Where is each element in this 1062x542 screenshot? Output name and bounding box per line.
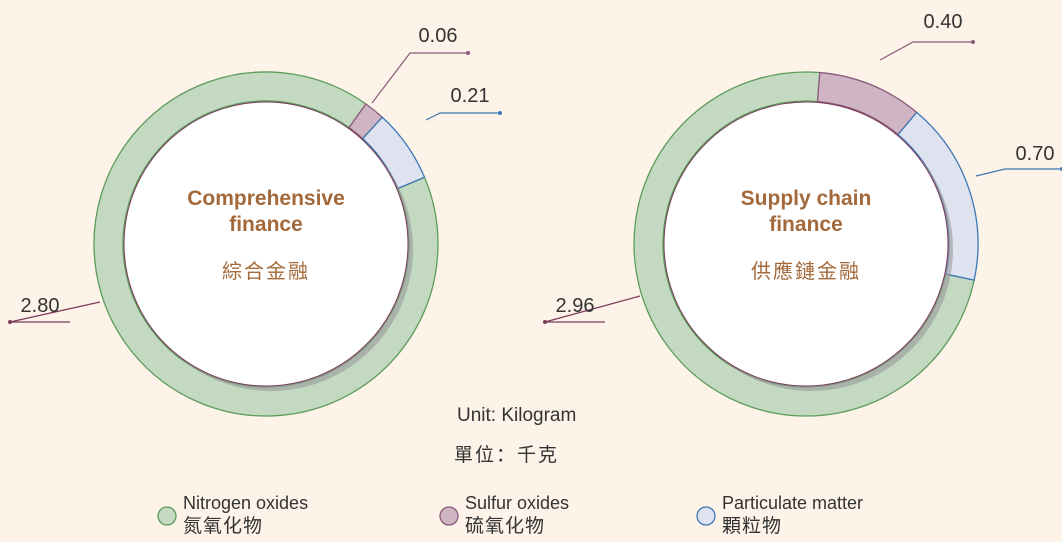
value-label: 0.70 [1016, 143, 1055, 165]
legend-label-zh: 氮氧化物 [183, 516, 264, 537]
unit-zh: 單位：千克 [454, 445, 560, 466]
leader-line [975, 168, 1062, 177]
value-label: 2.80 [21, 295, 60, 317]
value-label: 0.06 [419, 25, 458, 47]
legend-swatch [157, 506, 177, 526]
leader-line [425, 112, 500, 121]
center-disc [123, 101, 409, 387]
legend-swatch [439, 506, 459, 526]
legend-label-zh: 顆粒物 [722, 516, 783, 537]
chart-title: Supply chain finance [740, 187, 872, 236]
unit: Unit: Kilogram [457, 405, 577, 426]
chart-title: Comprehensive finance [187, 187, 345, 236]
value-label: 2.96 [556, 295, 595, 317]
leader-dot [466, 51, 470, 55]
legend-label: Sulfur oxides [465, 493, 570, 513]
leader-line [879, 41, 973, 61]
leader-dot [8, 320, 12, 324]
chart-title-zh: 綜合金融 [222, 261, 310, 283]
leader-line [371, 52, 468, 104]
chart-title-zh: 供應鏈金融 [751, 261, 861, 283]
value-label: 0.40 [924, 11, 963, 33]
value-label: 0.21 [451, 85, 490, 107]
legend-label: Particulate matter [722, 493, 864, 513]
leader-dot [543, 320, 547, 324]
leader-dot [498, 111, 502, 115]
legend-swatch [696, 506, 716, 526]
center-disc [663, 101, 949, 387]
leader-dot [971, 40, 975, 44]
legend-label: Nitrogen oxides [183, 493, 309, 513]
legend-label-zh: 硫氧化物 [465, 516, 546, 537]
